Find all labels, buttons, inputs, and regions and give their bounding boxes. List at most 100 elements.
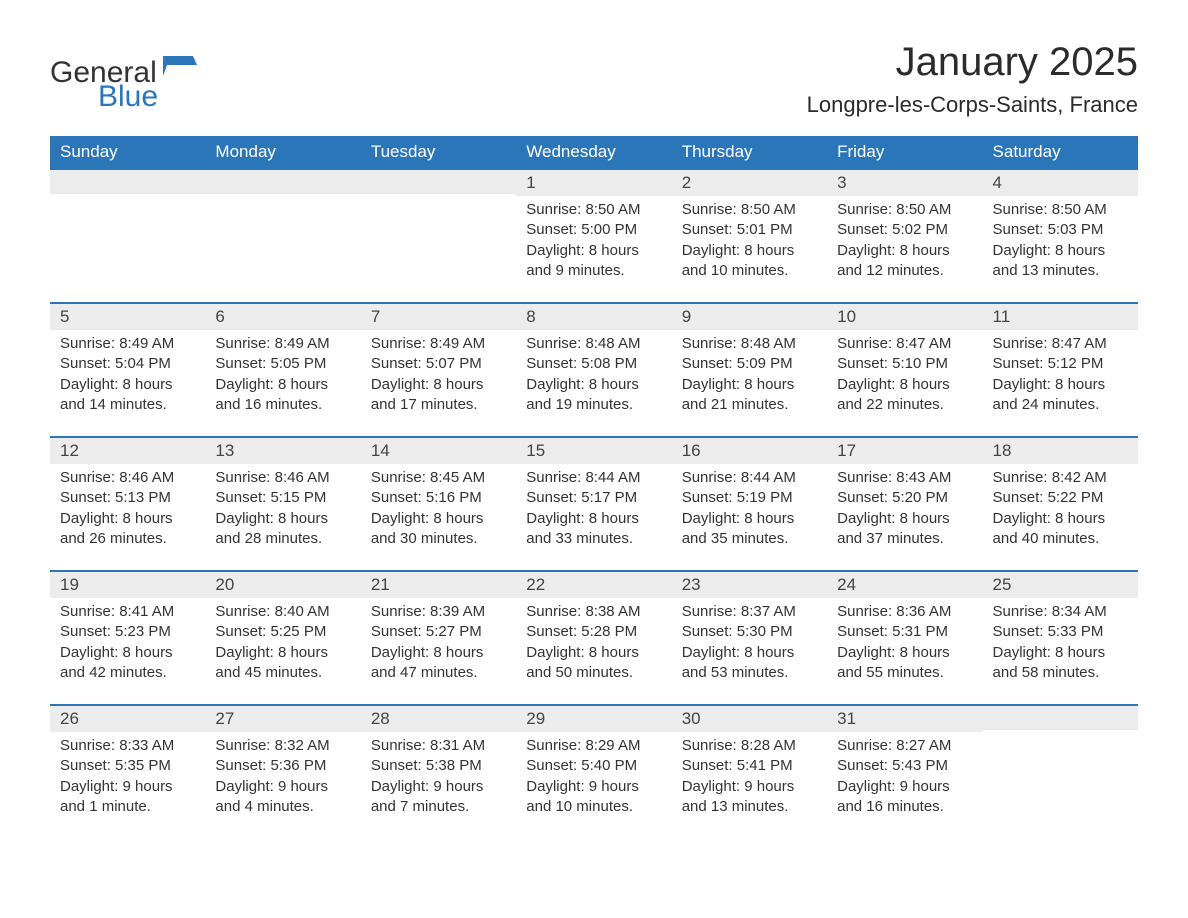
day-dl2: and 40 minutes. [993, 529, 1128, 549]
day-sunset: Sunset: 5:35 PM [60, 756, 195, 776]
day-details: Sunrise: 8:31 AMSunset: 5:38 PMDaylight:… [361, 732, 516, 827]
day-sunrise: Sunrise: 8:38 AM [526, 602, 661, 622]
day-sunrise: Sunrise: 8:50 AM [526, 200, 661, 220]
day-sunset: Sunset: 5:02 PM [837, 220, 972, 240]
day-details: Sunrise: 8:43 AMSunset: 5:20 PMDaylight:… [827, 464, 982, 559]
calendar-cell: 17Sunrise: 8:43 AMSunset: 5:20 PMDayligh… [827, 436, 982, 570]
day-sunset: Sunset: 5:20 PM [837, 488, 972, 508]
day-dl1: Daylight: 8 hours [60, 509, 195, 529]
day-sunset: Sunset: 5:09 PM [682, 354, 817, 374]
day-sunset: Sunset: 5:15 PM [215, 488, 350, 508]
day-dl1: Daylight: 8 hours [993, 375, 1128, 395]
day-number: 20 [205, 572, 360, 598]
day-details: Sunrise: 8:47 AMSunset: 5:10 PMDaylight:… [827, 330, 982, 425]
day-dl2: and 7 minutes. [371, 797, 506, 817]
day-dl1: Daylight: 8 hours [526, 509, 661, 529]
day-dl1: Daylight: 8 hours [682, 643, 817, 663]
day-number: 16 [672, 438, 827, 464]
calendar-cell: 3Sunrise: 8:50 AMSunset: 5:02 PMDaylight… [827, 168, 982, 302]
day-sunrise: Sunrise: 8:48 AM [682, 334, 817, 354]
calendar-week: 5Sunrise: 8:49 AMSunset: 5:04 PMDaylight… [50, 302, 1138, 436]
day-dl1: Daylight: 8 hours [682, 375, 817, 395]
calendar-cell: 27Sunrise: 8:32 AMSunset: 5:36 PMDayligh… [205, 704, 360, 838]
day-dl1: Daylight: 8 hours [60, 643, 195, 663]
day-details: Sunrise: 8:42 AMSunset: 5:22 PMDaylight:… [983, 464, 1138, 559]
location-subtitle: Longpre-les-Corps-Saints, France [807, 92, 1138, 118]
day-sunset: Sunset: 5:05 PM [215, 354, 350, 374]
day-details: Sunrise: 8:50 AMSunset: 5:01 PMDaylight:… [672, 196, 827, 291]
calendar-cell [361, 168, 516, 302]
day-dl2: and 19 minutes. [526, 395, 661, 415]
day-sunrise: Sunrise: 8:32 AM [215, 736, 350, 756]
day-sunset: Sunset: 5:33 PM [993, 622, 1128, 642]
day-details: Sunrise: 8:44 AMSunset: 5:17 PMDaylight:… [516, 464, 671, 559]
day-details: Sunrise: 8:36 AMSunset: 5:31 PMDaylight:… [827, 598, 982, 693]
calendar-cell: 16Sunrise: 8:44 AMSunset: 5:19 PMDayligh… [672, 436, 827, 570]
calendar-cell: 14Sunrise: 8:45 AMSunset: 5:16 PMDayligh… [361, 436, 516, 570]
day-sunrise: Sunrise: 8:49 AM [60, 334, 195, 354]
day-sunrise: Sunrise: 8:37 AM [682, 602, 817, 622]
day-dl2: and 37 minutes. [837, 529, 972, 549]
day-dl1: Daylight: 9 hours [837, 777, 972, 797]
day-dl1: Daylight: 8 hours [215, 643, 350, 663]
day-details: Sunrise: 8:37 AMSunset: 5:30 PMDaylight:… [672, 598, 827, 693]
day-dl2: and 4 minutes. [215, 797, 350, 817]
day-number: 10 [827, 304, 982, 330]
day-sunrise: Sunrise: 8:34 AM [993, 602, 1128, 622]
day-sunrise: Sunrise: 8:49 AM [215, 334, 350, 354]
day-dl1: Daylight: 8 hours [993, 241, 1128, 261]
day-sunset: Sunset: 5:38 PM [371, 756, 506, 776]
day-dl1: Daylight: 8 hours [371, 375, 506, 395]
day-details: Sunrise: 8:47 AMSunset: 5:12 PMDaylight:… [983, 330, 1138, 425]
day-dl2: and 45 minutes. [215, 663, 350, 683]
day-header-row: Sunday Monday Tuesday Wednesday Thursday… [50, 136, 1138, 168]
brand-logo: General Blue [50, 40, 197, 114]
day-dl2: and 1 minute. [60, 797, 195, 817]
day-number: 2 [672, 170, 827, 196]
calendar-cell: 20Sunrise: 8:40 AMSunset: 5:25 PMDayligh… [205, 570, 360, 704]
day-number: 24 [827, 572, 982, 598]
day-details: Sunrise: 8:46 AMSunset: 5:13 PMDaylight:… [50, 464, 205, 559]
day-sunrise: Sunrise: 8:47 AM [993, 334, 1128, 354]
day-dl2: and 21 minutes. [682, 395, 817, 415]
day-dl2: and 12 minutes. [837, 261, 972, 281]
day-details: Sunrise: 8:33 AMSunset: 5:35 PMDaylight:… [50, 732, 205, 827]
calendar-cell: 10Sunrise: 8:47 AMSunset: 5:10 PMDayligh… [827, 302, 982, 436]
month-title: January 2025 [807, 40, 1138, 84]
day-sunrise: Sunrise: 8:46 AM [215, 468, 350, 488]
day-sunrise: Sunrise: 8:50 AM [682, 200, 817, 220]
day-number: 7 [361, 304, 516, 330]
day-sunrise: Sunrise: 8:44 AM [682, 468, 817, 488]
day-number: 26 [50, 706, 205, 732]
day-sunset: Sunset: 5:40 PM [526, 756, 661, 776]
day-dl1: Daylight: 9 hours [682, 777, 817, 797]
day-header: Thursday [672, 136, 827, 168]
calendar-cell: 2Sunrise: 8:50 AMSunset: 5:01 PMDaylight… [672, 168, 827, 302]
day-dl2: and 13 minutes. [682, 797, 817, 817]
day-details: Sunrise: 8:44 AMSunset: 5:19 PMDaylight:… [672, 464, 827, 559]
day-number: 5 [50, 304, 205, 330]
day-sunrise: Sunrise: 8:50 AM [837, 200, 972, 220]
day-number: 9 [672, 304, 827, 330]
day-number: 6 [205, 304, 360, 330]
day-sunrise: Sunrise: 8:45 AM [371, 468, 506, 488]
calendar-cell: 19Sunrise: 8:41 AMSunset: 5:23 PMDayligh… [50, 570, 205, 704]
day-sunrise: Sunrise: 8:48 AM [526, 334, 661, 354]
day-dl1: Daylight: 9 hours [215, 777, 350, 797]
calendar-cell: 5Sunrise: 8:49 AMSunset: 5:04 PMDaylight… [50, 302, 205, 436]
day-number: 31 [827, 706, 982, 732]
day-details: Sunrise: 8:32 AMSunset: 5:36 PMDaylight:… [205, 732, 360, 827]
day-details: Sunrise: 8:40 AMSunset: 5:25 PMDaylight:… [205, 598, 360, 693]
day-number: 1 [516, 170, 671, 196]
day-details: Sunrise: 8:41 AMSunset: 5:23 PMDaylight:… [50, 598, 205, 693]
day-number: 3 [827, 170, 982, 196]
day-details: Sunrise: 8:48 AMSunset: 5:09 PMDaylight:… [672, 330, 827, 425]
day-details: Sunrise: 8:34 AMSunset: 5:33 PMDaylight:… [983, 598, 1138, 693]
day-number: 23 [672, 572, 827, 598]
day-dl1: Daylight: 8 hours [526, 643, 661, 663]
calendar-cell: 9Sunrise: 8:48 AMSunset: 5:09 PMDaylight… [672, 302, 827, 436]
day-sunset: Sunset: 5:19 PM [682, 488, 817, 508]
calendar-cell: 13Sunrise: 8:46 AMSunset: 5:15 PMDayligh… [205, 436, 360, 570]
calendar-cell: 23Sunrise: 8:37 AMSunset: 5:30 PMDayligh… [672, 570, 827, 704]
day-sunset: Sunset: 5:30 PM [682, 622, 817, 642]
